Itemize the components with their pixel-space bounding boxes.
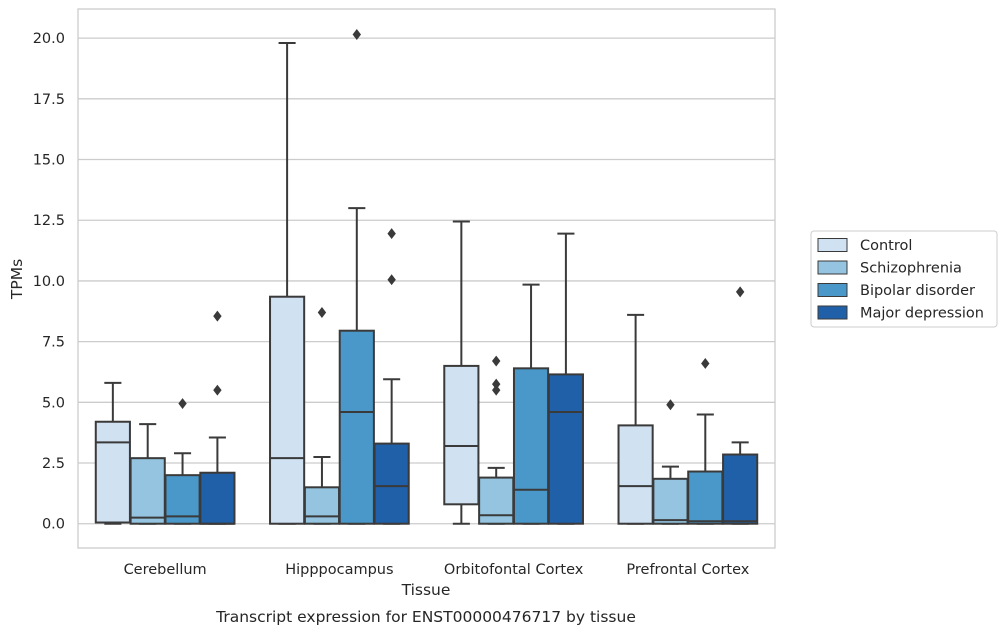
- box-group: [303, 307, 341, 525]
- box: [478, 476, 515, 525]
- box: [338, 329, 375, 525]
- box-group: [164, 398, 201, 525]
- y-tick-label: 10.0: [33, 274, 65, 290]
- y-tick-label: 20.0: [33, 31, 65, 47]
- x-tick-label: Prefrontal Cortex: [626, 562, 749, 578]
- box-series-group: [94, 29, 759, 525]
- outlier-point: [387, 274, 396, 286]
- outlier-point: [492, 378, 501, 390]
- x-tick-label: Cerebellum: [124, 562, 207, 578]
- box-group: [617, 313, 654, 525]
- y-gridlines: [78, 37, 775, 525]
- outlier-point: [178, 398, 187, 409]
- outlier-point: [213, 310, 222, 322]
- box-group: [547, 232, 584, 525]
- plot-frame: [77, 8, 776, 549]
- box-group: [338, 29, 375, 525]
- y-tick-label: 2.5: [42, 456, 65, 472]
- box: [512, 367, 550, 525]
- box-group: [652, 399, 689, 525]
- legend-swatch: [817, 260, 848, 275]
- box: [547, 373, 584, 525]
- outlier-point: [213, 384, 222, 396]
- outlier-point: [387, 228, 396, 240]
- x-axis-title: Tissue: [401, 581, 451, 599]
- outlier-point: [492, 384, 501, 396]
- x-tick-labels: Cerebellum Hipppocampus Orbitofontal Corte…: [124, 562, 750, 578]
- y-tick-label: 15.0: [33, 153, 65, 169]
- box-group: [687, 358, 724, 525]
- box-group: [373, 228, 410, 525]
- box: [617, 424, 654, 525]
- box: [129, 457, 166, 525]
- chart-caption: Transcript expression for ENST0000047671…: [215, 608, 636, 626]
- box: [443, 364, 480, 506]
- y-tick-labels: 0.0 2.5 5.0 7.5 10.0 12.5 15.0 17.5 20.0: [33, 31, 65, 533]
- legend-label: Schizophrenia: [860, 261, 962, 277]
- legend-label: Control: [860, 238, 912, 254]
- y-tick-label: 12.5: [33, 213, 65, 229]
- legend-frame: [810, 230, 998, 328]
- legend-label: Bipolar disorder: [860, 283, 975, 299]
- legend: Control Schizophrenia Bipolar disorder Majo…: [810, 230, 998, 328]
- outlier-point: [735, 286, 745, 298]
- box-group: [478, 355, 515, 525]
- y-tick-label: 17.5: [33, 92, 65, 108]
- box-group: [94, 381, 131, 525]
- legend-swatch: [817, 305, 848, 320]
- y-tick-label: 7.5: [42, 335, 65, 351]
- outlier-point: [492, 355, 501, 367]
- box-group: [443, 220, 480, 525]
- box-group: [199, 310, 236, 525]
- y-axis-title: TPMs: [8, 259, 26, 300]
- outlier-point: [666, 399, 675, 411]
- legend-label: Major depression: [860, 306, 984, 322]
- box: [199, 471, 236, 525]
- box: [94, 420, 131, 524]
- y-tick-label: 5.0: [42, 395, 65, 411]
- outlier-point: [317, 307, 327, 318]
- box-group: [512, 283, 550, 525]
- box-group: [722, 286, 759, 525]
- legend-swatch: [817, 238, 848, 252]
- box: [652, 477, 689, 525]
- outlier-point: [352, 29, 361, 40]
- box: [722, 453, 759, 525]
- outlier-point: [701, 358, 710, 369]
- box: [269, 295, 306, 525]
- y-tick-label: 0.0: [42, 517, 65, 533]
- box-group: [129, 423, 166, 525]
- box: [687, 470, 724, 525]
- box: [373, 442, 410, 525]
- x-tick-label: Orbitofontal Cortex: [444, 562, 584, 578]
- box: [303, 486, 341, 525]
- x-tick-label: Hipppocampus: [285, 562, 393, 578]
- box-group: [269, 41, 306, 525]
- legend-swatch: [817, 283, 848, 297]
